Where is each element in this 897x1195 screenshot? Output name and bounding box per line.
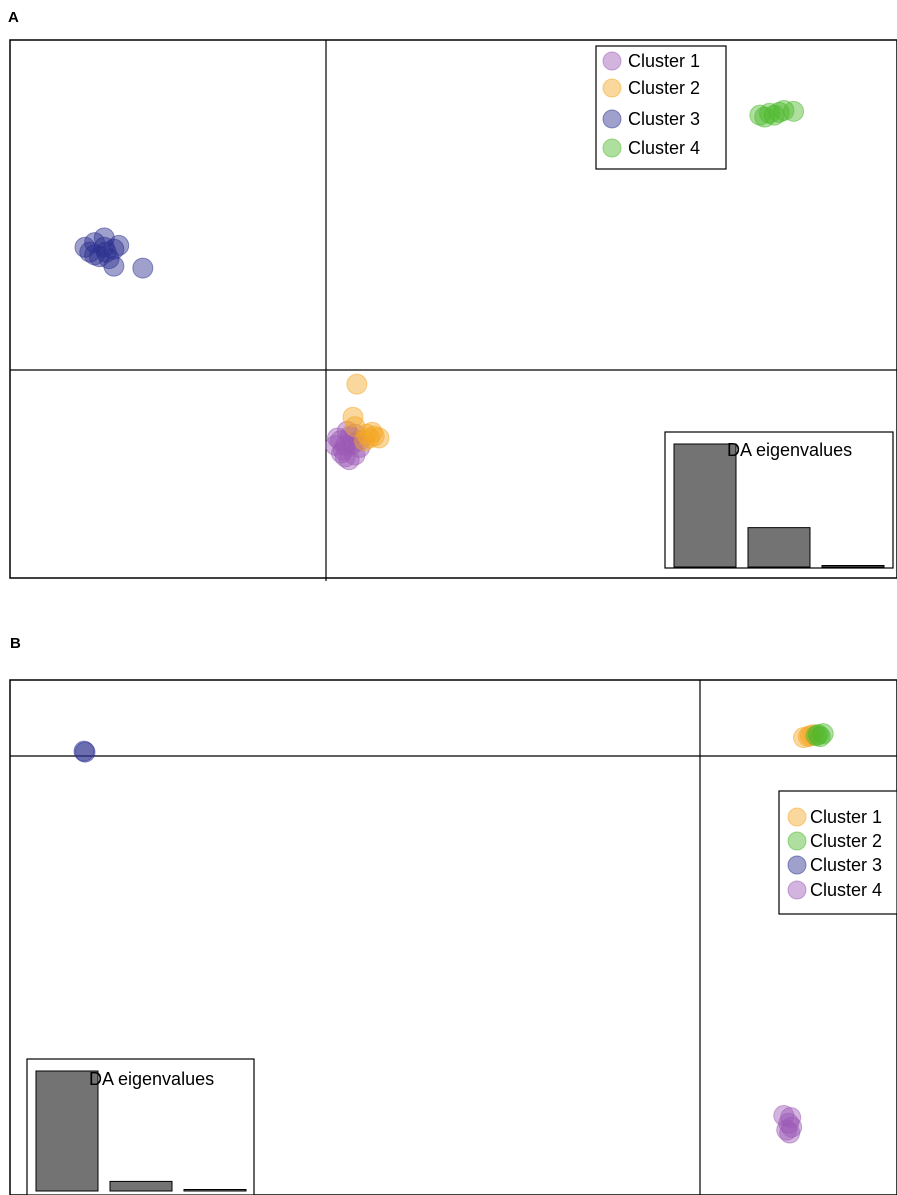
data-point <box>783 100 805 122</box>
series-cluster-2 <box>805 723 834 748</box>
eigenvalue-bar <box>35 1070 99 1192</box>
panel-label-a: A <box>8 9 19 26</box>
legend: Cluster 1 Cluster 2 Cluster 3 Cluster 4 <box>778 790 897 915</box>
data-point <box>361 421 383 443</box>
data-point <box>754 106 776 128</box>
eigenvalue-label: DA eigenvalues <box>89 1069 214 1089</box>
series-cluster-1 <box>325 420 371 471</box>
legend: Cluster 1 Cluster 2 Cluster 3 Cluster 4 <box>595 45 727 170</box>
series-cluster-4 <box>773 1105 803 1144</box>
scatter-panel-b: Cluster 1 Cluster 2 Cluster 3 Cluster 4 DA e… <box>9 679 897 1195</box>
series-cluster-3 <box>74 227 154 279</box>
data-point <box>805 725 827 747</box>
data-point <box>132 257 154 279</box>
legend-marker <box>787 831 807 851</box>
scatter-panel-a: Cluster 1 Cluster 2 Cluster 3 Cluster 4 DA e… <box>9 39 897 581</box>
legend-label: Cluster 4 <box>810 880 882 900</box>
legend-marker <box>602 138 622 158</box>
panel-label-b: B <box>10 635 21 652</box>
data-point <box>95 241 117 263</box>
eigenvalue-inset: DA eigenvalues <box>26 1058 255 1195</box>
legend-marker <box>787 807 807 827</box>
legend-label: Cluster 4 <box>628 138 700 158</box>
legend-marker <box>602 109 622 129</box>
eigenvalue-bar <box>109 1180 173 1192</box>
series-cluster-3 <box>73 740 96 763</box>
eigenvalue-label: DA eigenvalues <box>727 440 852 460</box>
data-point <box>346 373 368 395</box>
series-cluster-2 <box>342 373 390 452</box>
eigenvalue-bar <box>183 1189 247 1192</box>
legend-box <box>595 45 727 170</box>
legend-label: Cluster 1 <box>628 51 700 71</box>
plot-frame <box>9 39 897 579</box>
eigenvalue-bar <box>821 565 885 568</box>
legend-marker <box>787 880 807 900</box>
data-point <box>325 435 347 457</box>
legend-label: Cluster 3 <box>810 855 882 875</box>
eigenvalue-bar <box>673 443 737 568</box>
legend-label: Cluster 1 <box>810 807 882 827</box>
data-point <box>74 741 96 763</box>
legend-label: Cluster 3 <box>628 109 700 129</box>
legend-label: Cluster 2 <box>628 78 700 98</box>
data-point <box>812 723 834 745</box>
plot-frame <box>9 679 897 1195</box>
legend-box <box>778 790 897 915</box>
legend-marker <box>602 51 622 71</box>
data-point <box>779 1122 801 1144</box>
eigenvalue-bar <box>747 527 811 568</box>
legend-marker <box>787 855 807 875</box>
legend-marker <box>602 78 622 98</box>
data-point <box>344 416 366 438</box>
data-point <box>108 234 130 256</box>
eigenvalue-inset: DA eigenvalues <box>664 431 894 569</box>
data-point <box>73 740 95 762</box>
legend-label: Cluster 2 <box>810 831 882 851</box>
data-point <box>776 1119 798 1141</box>
